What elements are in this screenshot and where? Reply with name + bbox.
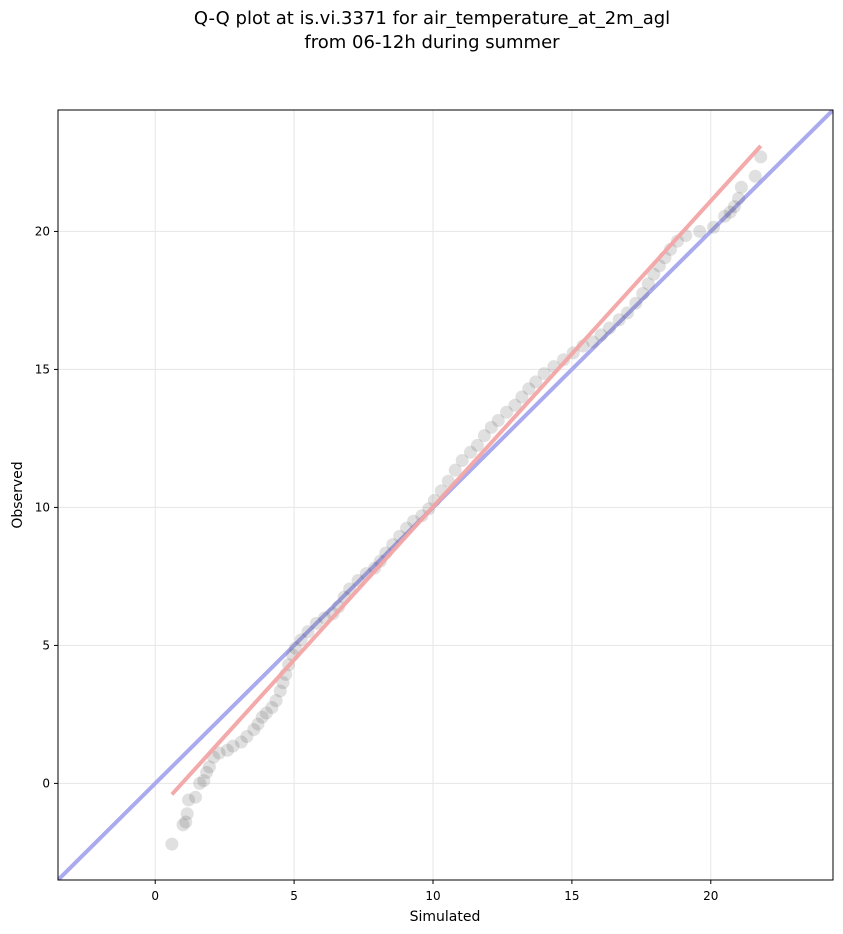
data-point <box>202 760 216 774</box>
data-point <box>602 321 616 335</box>
y-tick-label: 0 <box>42 776 50 790</box>
data-point <box>309 616 323 630</box>
data-point <box>718 209 732 223</box>
data-point <box>636 287 650 301</box>
x-tick-label: 20 <box>703 889 718 903</box>
data-point <box>200 765 214 779</box>
data-point <box>727 200 741 214</box>
y-tick-label: 20 <box>35 224 50 238</box>
data-point <box>537 367 551 381</box>
fit-line <box>170 144 763 796</box>
data-point <box>647 267 661 281</box>
plot-frame <box>57 109 834 881</box>
data-point <box>247 723 261 737</box>
y-axis-label: Observed <box>10 461 26 528</box>
data-point <box>529 375 543 389</box>
data-point <box>707 220 721 234</box>
data-point <box>629 296 643 310</box>
x-axis-ticks: 0 5 10 15 20 <box>151 880 718 903</box>
data-point <box>734 180 748 194</box>
data-point <box>754 150 768 164</box>
data-point <box>620 306 634 320</box>
data-point <box>732 191 746 205</box>
data-point <box>212 746 226 760</box>
data-point <box>220 743 234 757</box>
data-point <box>477 429 491 443</box>
data-point <box>343 582 357 596</box>
data-point <box>197 774 211 788</box>
data-point <box>557 353 571 367</box>
data-point <box>641 277 655 291</box>
data-point <box>165 837 179 851</box>
chart-title-line-1: Q-Q plot at is.vi.3371 for air_temperatu… <box>194 8 670 29</box>
y-axis-ticks: 0 5 10 15 20 <box>35 224 58 790</box>
data-point <box>265 701 279 715</box>
data-point <box>182 793 196 807</box>
data-point <box>179 815 193 829</box>
grid-lines <box>58 110 833 880</box>
data-point <box>276 676 290 690</box>
data-point <box>484 420 498 434</box>
data-point <box>189 790 202 804</box>
data-point <box>234 735 248 749</box>
data-points <box>165 150 768 851</box>
data-point <box>491 413 505 427</box>
data-point <box>373 554 387 568</box>
data-point <box>269 694 283 708</box>
data-point <box>180 807 194 821</box>
data-point <box>273 684 287 698</box>
data-point <box>259 706 273 720</box>
data-point <box>586 335 600 349</box>
data-point <box>448 463 462 477</box>
data-point <box>522 382 536 396</box>
x-tick-label: 5 <box>290 889 298 903</box>
data-point <box>723 205 737 219</box>
data-point <box>455 454 469 468</box>
data-point <box>515 390 529 404</box>
data-point <box>193 776 207 790</box>
data-point <box>226 739 240 753</box>
data-point <box>748 169 762 183</box>
data-point <box>670 234 684 248</box>
data-point <box>251 717 265 731</box>
data-point <box>508 398 522 412</box>
y-tick-label: 5 <box>42 638 50 652</box>
data-point <box>176 818 190 832</box>
data-point <box>240 729 254 743</box>
data-point <box>693 224 707 238</box>
data-point <box>294 633 308 647</box>
data-point <box>301 625 315 639</box>
data-point <box>464 445 477 459</box>
data-point <box>470 438 484 452</box>
x-tick-label: 15 <box>564 889 579 903</box>
data-point <box>326 607 340 621</box>
data-point <box>255 710 269 724</box>
y-tick-label: 15 <box>35 362 50 376</box>
x-tick-label: 10 <box>425 889 440 903</box>
plot-area <box>58 110 833 880</box>
data-point <box>500 405 514 419</box>
data-point <box>612 313 626 327</box>
x-tick-label: 0 <box>151 889 159 903</box>
data-point <box>415 509 429 523</box>
x-axis-label: Simulated <box>410 909 481 925</box>
data-point <box>289 641 302 655</box>
chart-title-line-2: from 06-12h during summer <box>304 32 560 53</box>
data-point <box>594 328 608 342</box>
y-tick-label: 10 <box>35 500 50 514</box>
